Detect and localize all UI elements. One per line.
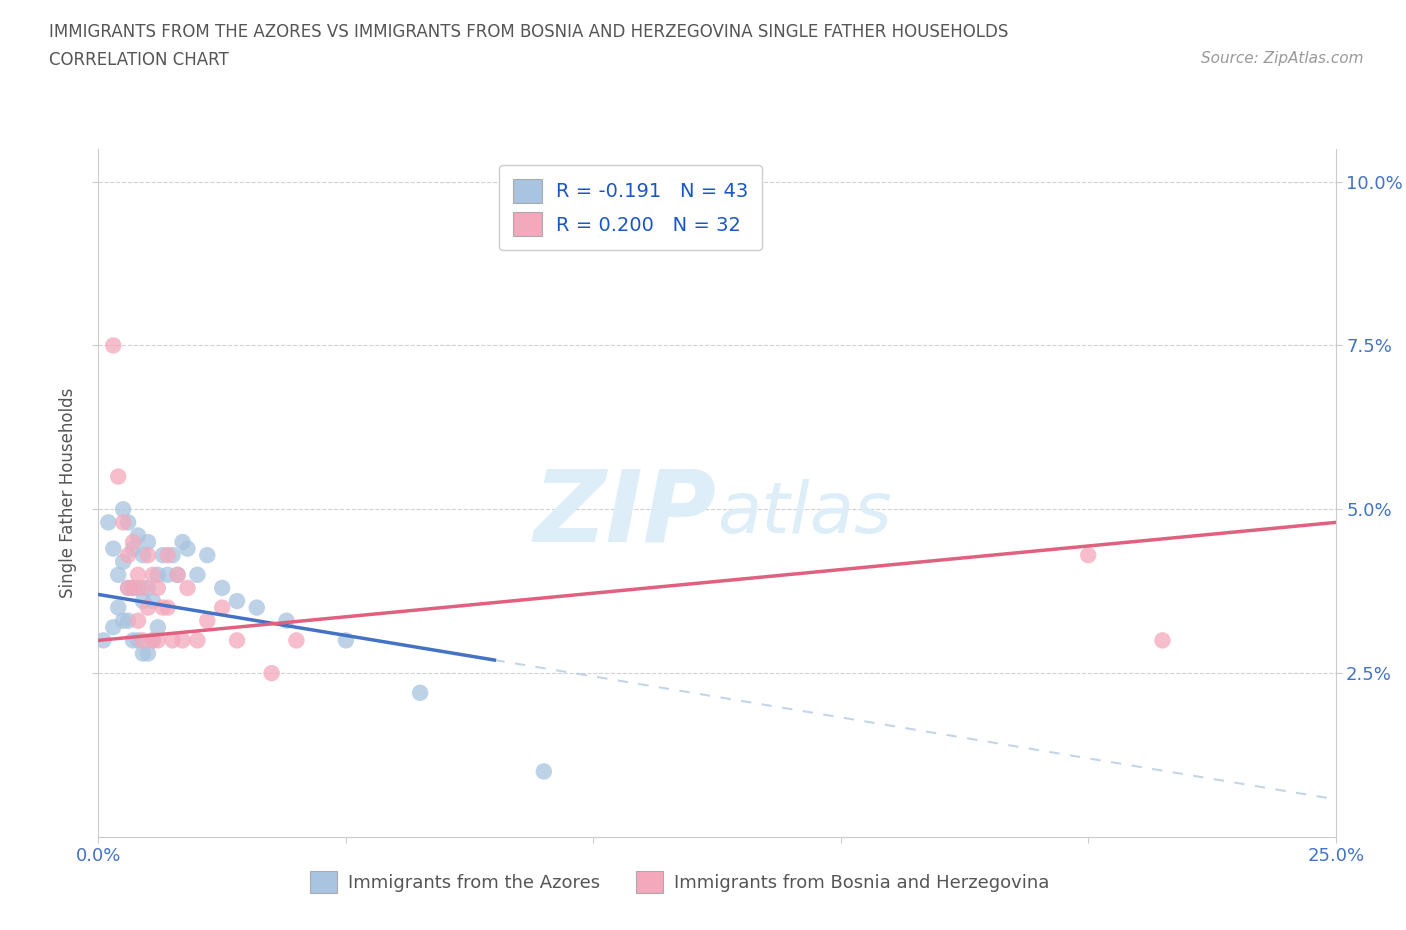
Point xyxy=(226,633,249,648)
Point xyxy=(176,541,198,556)
Point xyxy=(122,633,145,648)
Point xyxy=(186,633,208,648)
Point xyxy=(132,593,155,608)
Point xyxy=(107,600,129,615)
Point xyxy=(156,600,179,615)
Point xyxy=(127,633,149,648)
Point xyxy=(93,633,115,648)
Point xyxy=(162,548,184,563)
Point xyxy=(142,633,165,648)
Text: CORRELATION CHART: CORRELATION CHART xyxy=(49,51,229,69)
Point xyxy=(122,580,145,595)
Point xyxy=(132,580,155,595)
Point xyxy=(122,541,145,556)
Point xyxy=(136,548,159,563)
Point xyxy=(152,548,174,563)
Point xyxy=(136,646,159,661)
Point xyxy=(146,633,169,648)
Point xyxy=(156,567,179,582)
Point xyxy=(107,567,129,582)
Point xyxy=(1152,633,1174,648)
Point xyxy=(276,613,298,628)
Point xyxy=(156,548,179,563)
Point xyxy=(166,567,188,582)
Point xyxy=(127,567,149,582)
Point xyxy=(132,548,155,563)
Point xyxy=(132,633,155,648)
Point xyxy=(132,646,155,661)
Point xyxy=(146,567,169,582)
Point xyxy=(127,613,149,628)
Point xyxy=(146,580,169,595)
Point xyxy=(226,593,249,608)
Point xyxy=(1077,548,1099,563)
Point xyxy=(117,515,139,530)
Point xyxy=(211,600,233,615)
Point xyxy=(142,593,165,608)
Text: IMMIGRANTS FROM THE AZORES VS IMMIGRANTS FROM BOSNIA AND HERZEGOVINA SINGLE FATH: IMMIGRANTS FROM THE AZORES VS IMMIGRANTS… xyxy=(49,23,1008,41)
Point xyxy=(112,515,135,530)
Point xyxy=(112,502,135,517)
Point xyxy=(103,619,125,634)
Point xyxy=(260,666,283,681)
Point xyxy=(112,613,135,628)
Text: atlas: atlas xyxy=(717,479,891,548)
Point xyxy=(122,535,145,550)
Point xyxy=(166,567,188,582)
Point xyxy=(195,613,218,628)
Y-axis label: Single Father Households: Single Father Households xyxy=(59,388,77,598)
Point xyxy=(533,764,555,779)
Text: Source: ZipAtlas.com: Source: ZipAtlas.com xyxy=(1201,51,1364,66)
Point xyxy=(335,633,357,648)
Point xyxy=(122,580,145,595)
Legend: Immigrants from the Azores, Immigrants from Bosnia and Herzegovina: Immigrants from the Azores, Immigrants f… xyxy=(299,860,1060,904)
Point xyxy=(103,338,125,352)
Point xyxy=(117,580,139,595)
Point xyxy=(176,580,198,595)
Point xyxy=(142,633,165,648)
Point xyxy=(409,685,432,700)
Point xyxy=(172,633,194,648)
Point xyxy=(136,535,159,550)
Point xyxy=(146,619,169,634)
Point xyxy=(136,580,159,595)
Point xyxy=(195,548,218,563)
Point xyxy=(162,633,184,648)
Point xyxy=(117,613,139,628)
Point xyxy=(127,580,149,595)
Point xyxy=(112,554,135,569)
Point xyxy=(117,548,139,563)
Point xyxy=(136,600,159,615)
Point xyxy=(107,469,129,484)
Point xyxy=(127,528,149,543)
Point xyxy=(211,580,233,595)
Point xyxy=(186,567,208,582)
Point xyxy=(246,600,269,615)
Point xyxy=(142,567,165,582)
Point xyxy=(152,600,174,615)
Point xyxy=(172,535,194,550)
Point xyxy=(285,633,308,648)
Text: ZIP: ZIP xyxy=(534,465,717,562)
Point xyxy=(103,541,125,556)
Point xyxy=(117,580,139,595)
Point xyxy=(97,515,120,530)
